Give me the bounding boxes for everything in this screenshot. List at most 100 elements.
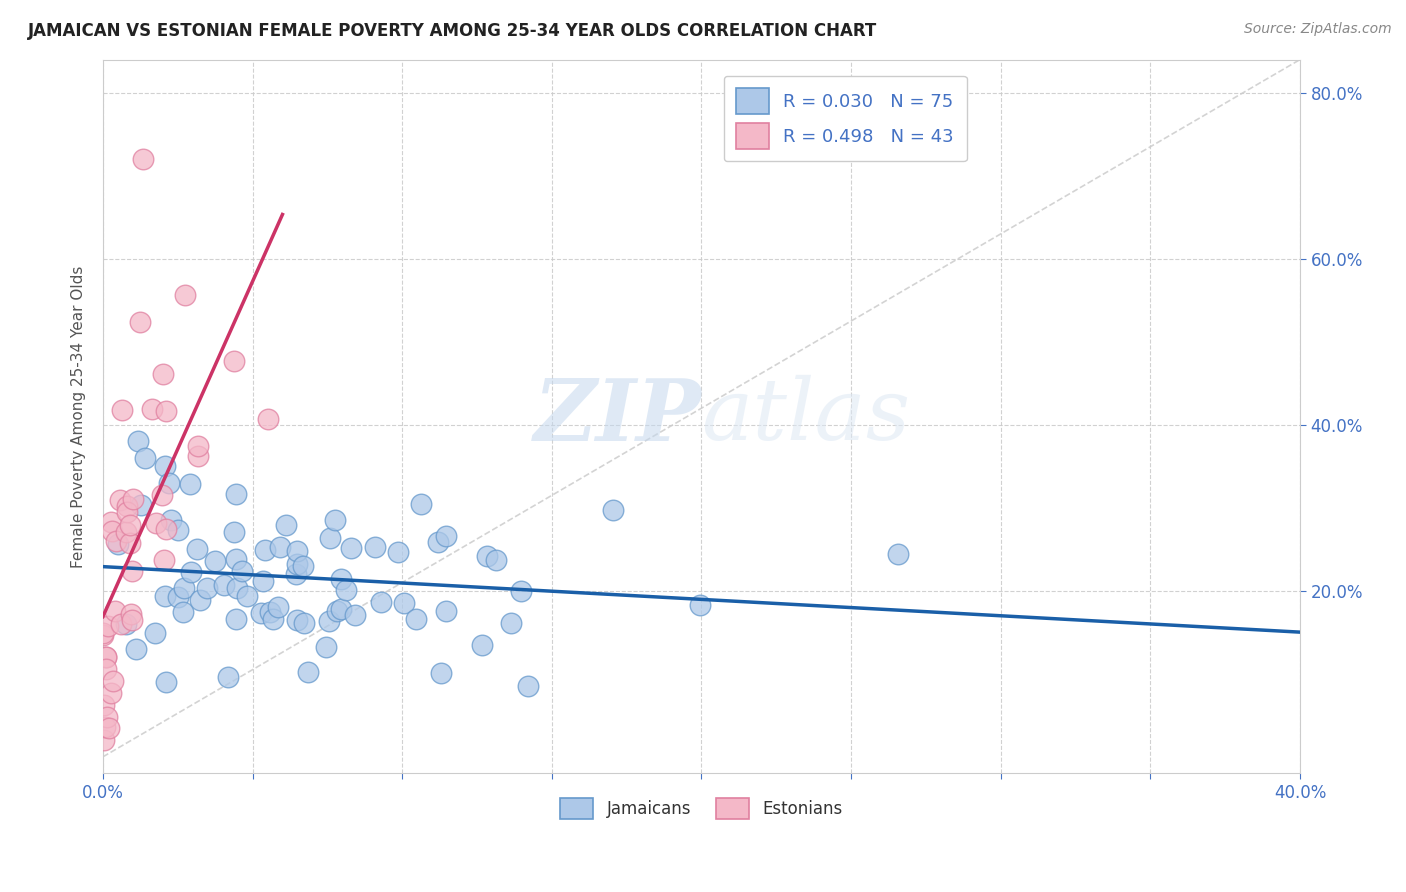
Point [101,524,124,539]
Point [262,612,284,626]
Point [188,593,211,607]
Point [285,567,308,582]
Point [121,565,143,579]
Point [187,450,209,464]
Point [115,499,138,513]
Point [132,152,155,166]
Point [104,533,127,548]
Point [292,558,315,573]
Point [91,627,114,641]
Point [387,545,409,559]
Point [231,564,253,578]
Point [394,596,416,610]
Point [118,518,141,533]
Point [100,686,122,700]
Point [319,531,342,545]
Point [173,581,195,595]
Point [252,574,274,589]
Point [326,604,349,618]
Point [222,353,245,368]
Point [93,720,115,734]
Point [225,612,247,626]
Point [108,493,131,508]
Point [471,639,494,653]
Point [96,662,118,676]
Point [285,613,308,627]
Point [405,612,427,626]
Point [225,487,247,501]
Point [186,542,208,557]
Point [236,589,259,603]
Point [254,543,277,558]
Point [485,553,508,567]
Point [115,524,138,539]
Point [285,558,308,572]
Point [180,566,202,580]
Point [110,616,132,631]
Point [323,513,346,527]
Point [121,492,143,507]
Point [222,525,245,540]
Point [150,488,173,502]
Point [297,665,319,680]
Point [129,315,152,329]
Point [256,412,278,426]
Point [343,607,366,622]
Point [167,590,190,604]
Point [274,517,297,532]
Point [121,613,143,627]
Point [107,537,129,551]
Point [124,642,146,657]
Point [315,640,337,654]
Point [141,402,163,417]
Y-axis label: Female Poverty Among 25-34 Year Olds: Female Poverty Among 25-34 Year Olds [72,265,86,567]
Point [160,513,183,527]
Point [340,541,363,556]
Text: ZIP: ZIP [533,375,702,458]
Point [152,368,174,382]
Point [111,402,134,417]
Point [93,733,115,747]
Point [364,541,387,555]
Point [98,722,121,736]
Point [335,583,357,598]
Point [259,605,281,619]
Point [195,581,218,595]
Point [174,288,197,302]
Point [204,554,226,568]
Point [153,589,176,603]
Point [434,604,457,618]
Point [93,698,115,712]
Legend: Jamaicans, Estonians: Jamaicans, Estonians [553,791,849,826]
Point [179,476,201,491]
Point [434,529,457,543]
Point [120,607,142,622]
Point [91,625,114,640]
Point [187,439,209,453]
Point [292,616,315,631]
Point [250,606,273,620]
Point [157,475,180,490]
Point [97,619,120,633]
Point [287,543,309,558]
Point [427,535,450,549]
Point [475,549,498,563]
Point [267,600,290,615]
Point [429,665,451,680]
Point [101,673,124,688]
Point [269,541,291,555]
Point [689,598,711,612]
Point [214,578,236,592]
Point [501,615,523,630]
Text: JAMAICAN VS ESTONIAN FEMALE POVERTY AMONG 25-34 YEAR OLDS CORRELATION CHART: JAMAICAN VS ESTONIAN FEMALE POVERTY AMON… [28,22,877,40]
Point [517,679,540,693]
Point [115,617,138,632]
Point [129,499,152,513]
Text: atlas: atlas [702,376,911,458]
Point [225,581,247,595]
Point [143,626,166,640]
Point [100,515,122,529]
Point [104,604,127,618]
Point [602,503,624,517]
Point [329,602,352,616]
